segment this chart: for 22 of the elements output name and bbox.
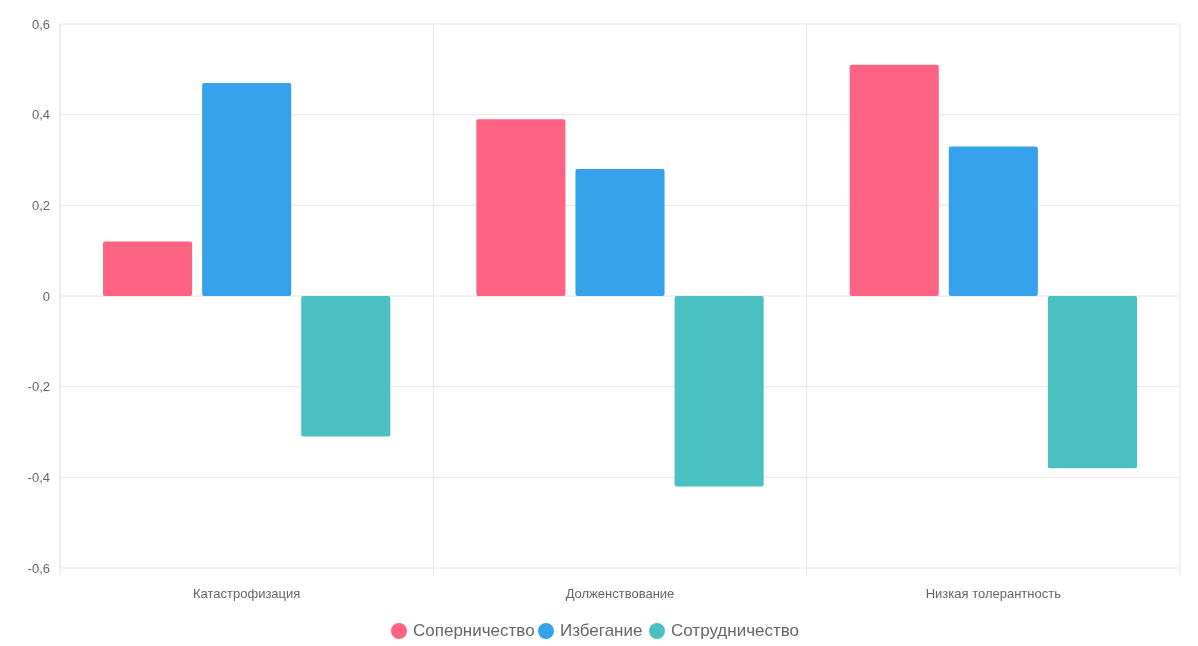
legend-label: Избегание: [560, 621, 643, 640]
x-tick-label: Низкая толерантность: [925, 586, 1062, 601]
y-tick-label: -0,2: [27, 379, 50, 395]
x-tick-label: Долженствование: [565, 586, 675, 601]
legend-label: Сотрудничество: [671, 621, 800, 640]
y-tick-label: -0,6: [27, 560, 50, 576]
y-tick-label: 0,4: [31, 107, 50, 123]
bar: [575, 169, 665, 296]
bar: [948, 146, 1038, 296]
bar: [476, 119, 566, 296]
y-tick-label: 0: [42, 288, 50, 304]
x-tick-label: Катастрофизация: [192, 586, 301, 601]
y-tick-label: 0,2: [31, 197, 50, 213]
bar: [849, 64, 939, 296]
bar: [202, 82, 292, 296]
bar: [1047, 296, 1137, 469]
bar: [301, 296, 391, 437]
bar: [674, 296, 764, 487]
bar: [103, 241, 193, 296]
legend-label: Соперничество: [413, 621, 535, 640]
y-tick-label: 0,6: [31, 16, 50, 32]
y-tick-label: -0,4: [27, 469, 50, 485]
